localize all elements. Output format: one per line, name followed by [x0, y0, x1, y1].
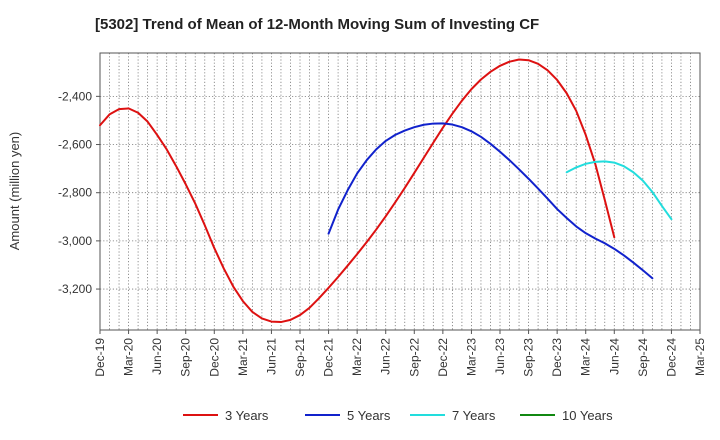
y-tick-label: -2,600	[58, 138, 92, 152]
x-tick-label: Mar-24	[579, 338, 593, 376]
x-tick-label: Mar-22	[350, 338, 364, 376]
series-line-3	[565, 160, 673, 221]
y-tick-label: -3,200	[58, 282, 92, 296]
x-tick-label: Mar-20	[122, 338, 136, 376]
x-tick-label: Sep-24	[636, 338, 650, 377]
series-line-1	[99, 58, 616, 324]
x-tick-label: Dec-19	[93, 338, 107, 377]
plot-area	[100, 53, 700, 330]
series-line-2	[327, 122, 654, 280]
x-tick-label: Sep-20	[179, 338, 193, 377]
plot-frame	[99, 52, 701, 331]
x-tick-label: Mar-23	[464, 338, 478, 376]
x-tick-label: Sep-21	[293, 338, 307, 377]
x-tick-label: Dec-21	[322, 338, 336, 377]
legend-label: 10 Years	[562, 408, 613, 423]
chart-title: [5302] Trend of Mean of 12-Month Moving …	[95, 16, 539, 33]
y-axis-label: Amount (million yen)	[7, 132, 22, 251]
x-tick-label: Mar-25	[693, 338, 707, 376]
x-tick-label: Dec-24	[664, 338, 678, 377]
x-tick-label: Sep-22	[407, 338, 421, 377]
legend-label: 7 Years	[452, 408, 496, 423]
x-tick-label: Sep-23	[522, 338, 536, 377]
x-tick-label: Jun-22	[379, 338, 393, 375]
legend-label: 3 Years	[225, 408, 269, 423]
series-lines	[99, 58, 673, 324]
y-tick-label: -2,800	[58, 186, 92, 200]
y-tick-label: -2,400	[58, 89, 92, 103]
legend-label: 5 Years	[347, 408, 391, 423]
x-tick-label: Dec-20	[207, 338, 221, 377]
x-tick-label: Jun-24	[607, 338, 621, 375]
x-tick-label: Jun-20	[150, 338, 164, 375]
legend: 3 Years 5 Years 7 Years 10 Years	[183, 408, 613, 423]
y-tick-label: -3,000	[58, 234, 92, 248]
x-tick-label: Dec-22	[436, 338, 450, 377]
x-axis-ticks: Dec-19 Mar-20 Jun-20 Sep-20 Dec-20 Mar-21 Jun-…	[93, 330, 707, 377]
x-tick-label: Jun-21	[264, 338, 278, 375]
y-axis-ticks: -2,400 -2,600 -2,800 -3,000 -3,200	[58, 89, 100, 296]
x-tick-label: Mar-21	[236, 338, 250, 376]
x-tick-label: Jun-23	[493, 338, 507, 375]
x-tick-label: Dec-23	[550, 338, 564, 377]
